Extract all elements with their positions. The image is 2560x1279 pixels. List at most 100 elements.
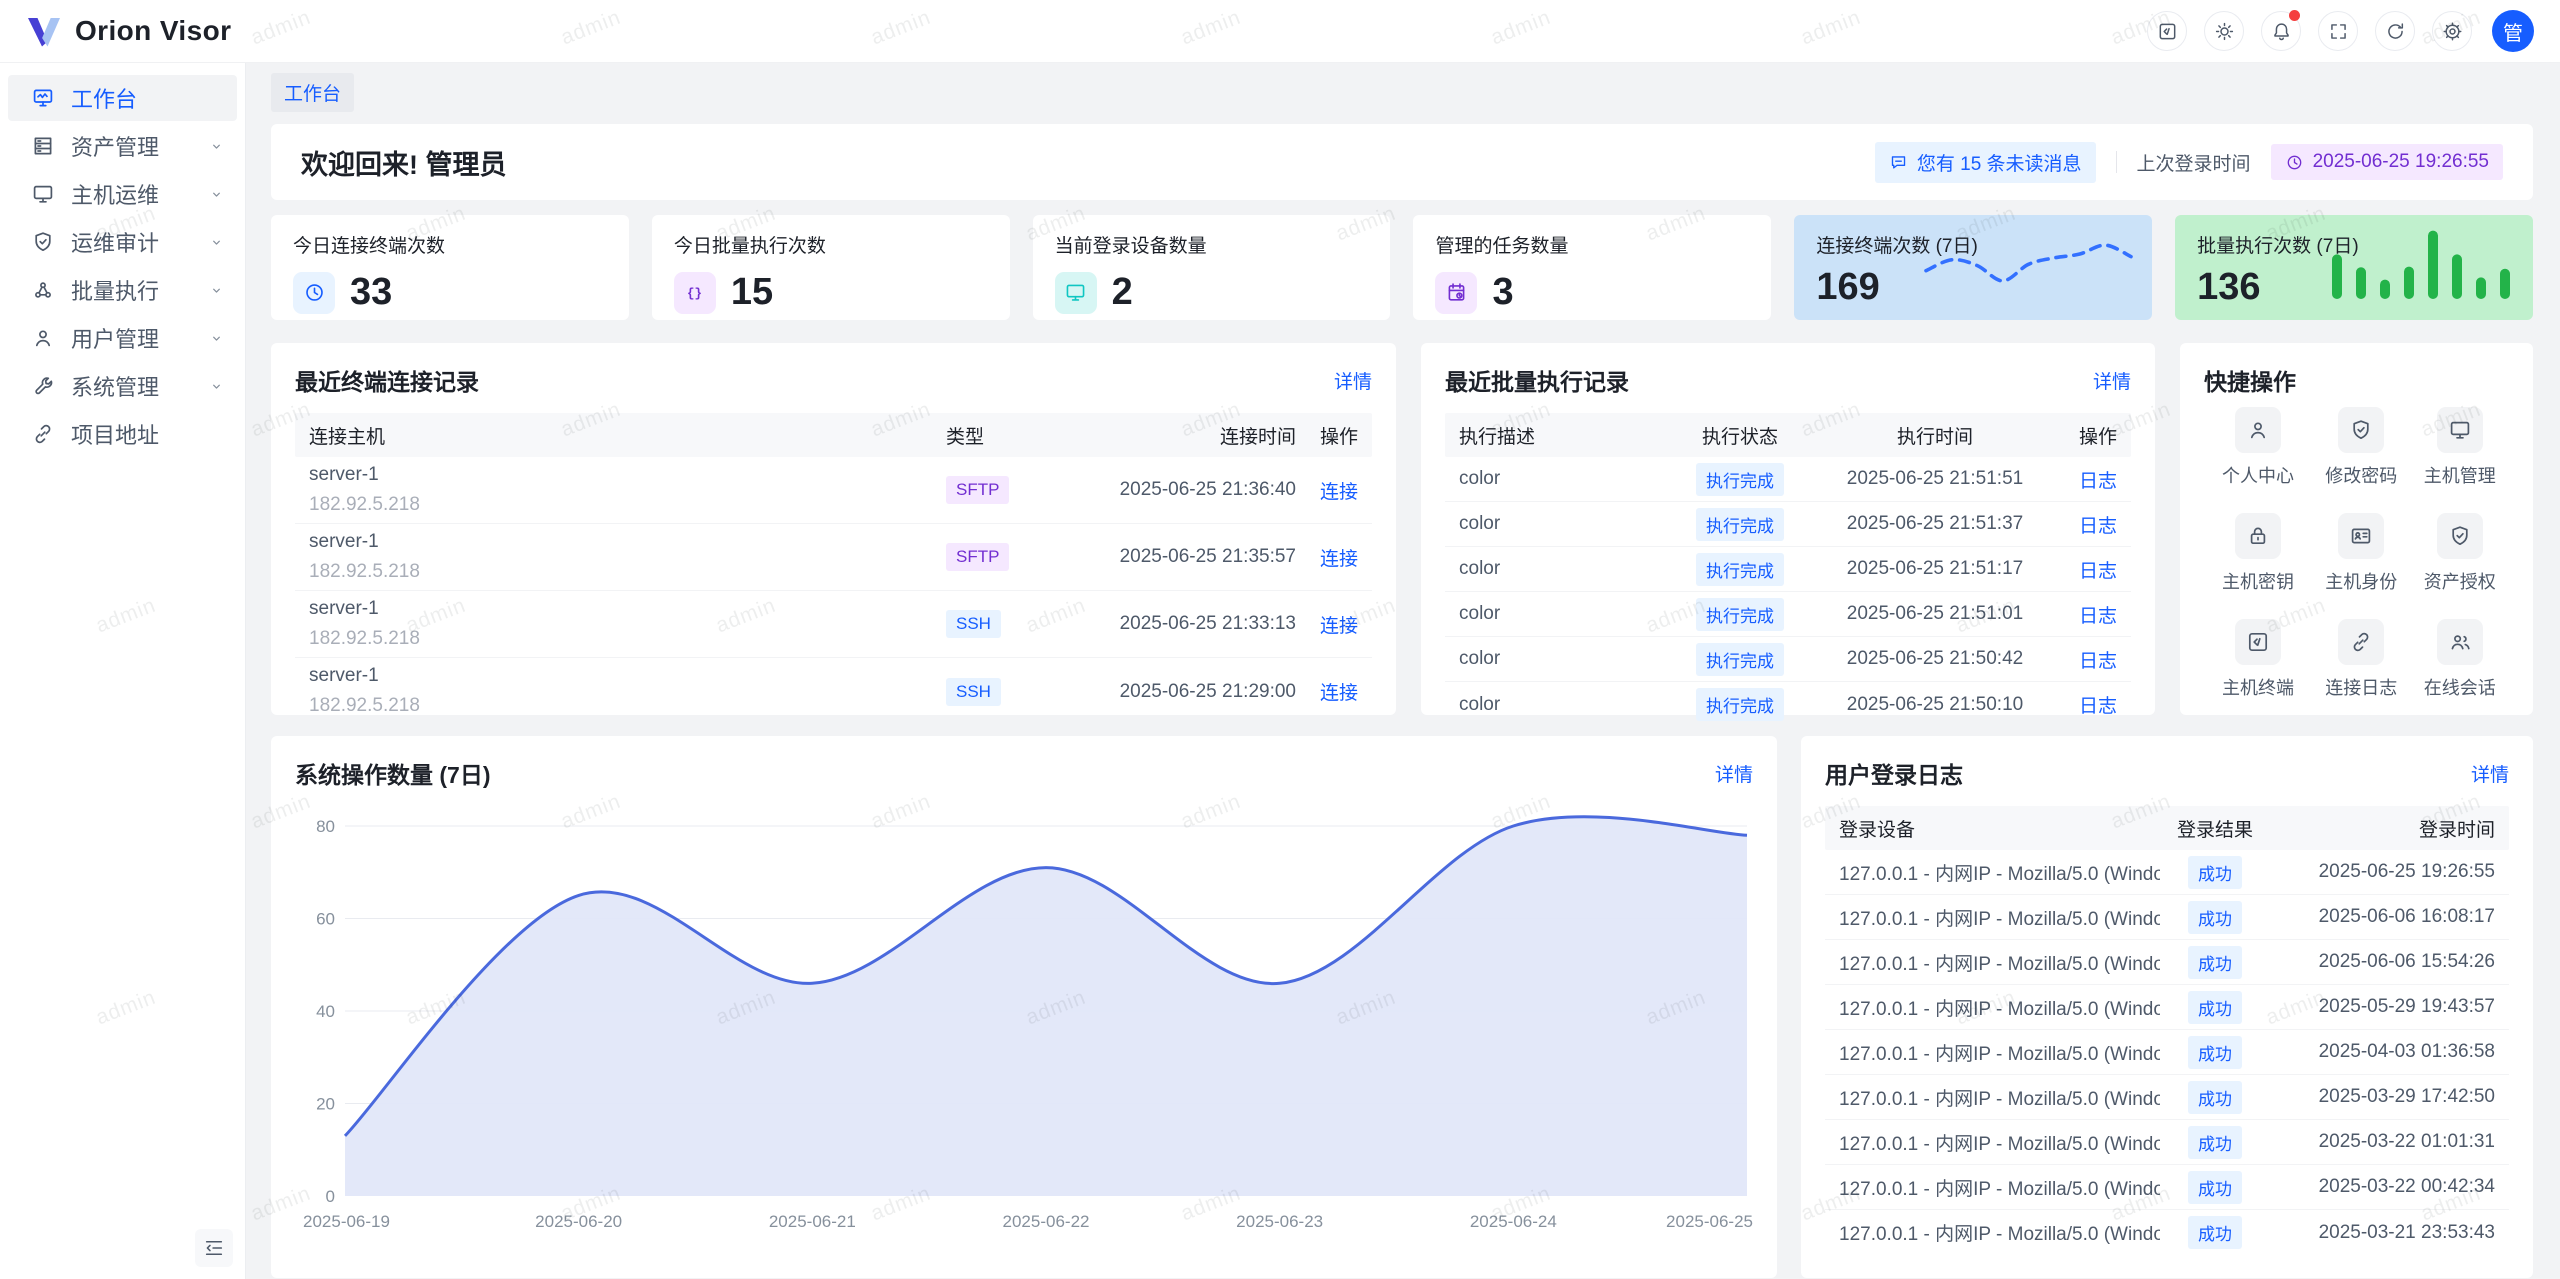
- executions-detail-link[interactable]: 详情: [2093, 367, 2131, 394]
- quick-action-0[interactable]: 个人中心: [2204, 407, 2312, 488]
- panel-title: 系统操作数量 (7日): [295, 756, 491, 790]
- exec-description: color: [1459, 468, 1665, 490]
- table-row: color 执行完成 2025-06-25 21:51:51 日志: [1445, 457, 2131, 502]
- code-button[interactable]: [2147, 11, 2187, 51]
- sidebar-item-2[interactable]: 主机运维: [8, 171, 237, 217]
- fullscreen-button[interactable]: [2318, 11, 2358, 51]
- connect-link[interactable]: 连接: [1320, 482, 1358, 503]
- chevron-down-icon: [208, 330, 225, 347]
- quick-action-7[interactable]: 连接日志: [2312, 619, 2411, 700]
- welcome-banner: 欢迎回来! 管理员 您有 15 条未读消息 上次登录时间 2025-06-25 …: [271, 124, 2533, 200]
- type-badge: SFTP: [946, 543, 1009, 571]
- quick-action-6[interactable]: 主机终端: [2204, 619, 2312, 700]
- quick-action-label: 主机管理: [2424, 462, 2496, 488]
- exec-time: 2025-06-25 21:51:51: [1815, 468, 2055, 490]
- log-link[interactable]: 日志: [2079, 516, 2117, 537]
- table-row: 127.0.0.1 - 内网IP - Mozilla/5.0 (Windows …: [1825, 850, 2509, 895]
- table-row: color执行完成2025-06-25 21:51:17日志: [1445, 547, 2131, 592]
- sidebar-item-0[interactable]: 工作台: [8, 75, 237, 121]
- table-header: 执行描述执行状态执行时间操作: [1445, 413, 2131, 457]
- login-device: 127.0.0.1 - 内网IP - Mozilla/5.0 (Windows …: [1839, 1084, 2160, 1111]
- log-link[interactable]: 日志: [2079, 471, 2117, 492]
- sidebar-item-label: 用户管理: [71, 322, 159, 354]
- link-icon: [2338, 619, 2384, 665]
- quick-action-3[interactable]: 主机密钥: [2204, 513, 2312, 594]
- svg-text:60: 60: [316, 910, 335, 929]
- login-time: 2025-03-21 23:53:43: [2270, 1222, 2495, 1244]
- unread-messages-badge[interactable]: 您有 15 条未读消息: [1875, 142, 2096, 183]
- table-row: 127.0.0.1 - 内网IP - Mozilla/5.0 (Windows …: [1825, 985, 2509, 1030]
- stat-card-value: 15: [731, 271, 773, 314]
- stat-card-1: 今日批量执行次数{}15: [652, 215, 1010, 320]
- id-card-icon: [2338, 513, 2384, 559]
- shield-check-icon: [2437, 513, 2483, 559]
- login-device: 127.0.0.1 - 内网IP - Mozilla/5.0 (Windows …: [1839, 949, 2160, 976]
- bell-button[interactable]: [2261, 11, 2301, 51]
- gear-button[interactable]: [2432, 11, 2472, 51]
- collapse-menu-button[interactable]: [195, 1229, 233, 1267]
- login-result-badge: 成功: [2188, 856, 2242, 889]
- chevron-down-icon: [208, 378, 225, 395]
- dashboard-icon: [31, 86, 55, 110]
- table-row: color执行完成2025-06-25 21:50:42日志: [1445, 637, 2131, 682]
- log-link[interactable]: 日志: [2079, 651, 2117, 672]
- log-link[interactable]: 日志: [2079, 561, 2117, 582]
- main-content: 工作台 欢迎回来! 管理员 您有 15 条未读消息 上次登录时间 2025-06…: [246, 63, 2560, 1279]
- sun-button[interactable]: [2204, 11, 2244, 51]
- login-time: 2025-05-29 19:43:57: [2270, 996, 2495, 1018]
- users-icon: [2437, 619, 2483, 665]
- sidebar: 工作台资产管理主机运维运维审计批量执行用户管理系统管理项目地址: [0, 63, 246, 1279]
- monitor-icon: [31, 182, 55, 206]
- header-actions: 管: [2147, 10, 2560, 52]
- sidebar-item-label: 主机运维: [71, 178, 159, 210]
- panel-title: 快捷操作: [2204, 363, 2296, 397]
- exec-status-badge: 执行完成: [1696, 553, 1784, 586]
- stat-card-4: 连接终端次数 (7日)169: [1794, 215, 2152, 320]
- welcome-title: 欢迎回来! 管理员: [301, 143, 507, 182]
- code-icon: [2235, 619, 2281, 665]
- log-link[interactable]: 日志: [2079, 606, 2117, 627]
- login-result-badge: 成功: [2188, 901, 2242, 934]
- quick-action-5[interactable]: 资产授权: [2411, 513, 2510, 594]
- operations-detail-link[interactable]: 详情: [1715, 760, 1753, 787]
- svg-text:2025-06-21: 2025-06-21: [769, 1212, 856, 1231]
- sidebar-item-label: 项目地址: [71, 418, 159, 450]
- fullscreen-icon: [2328, 21, 2349, 42]
- app-header: Orion Visor 管: [0, 0, 2560, 63]
- quick-action-8[interactable]: 在线会话: [2411, 619, 2510, 700]
- quick-action-label: 主机密钥: [2222, 568, 2294, 594]
- login-logs-detail-link[interactable]: 详情: [2471, 760, 2509, 787]
- quick-action-4[interactable]: 主机身份: [2312, 513, 2411, 594]
- sidebar-item-5[interactable]: 用户管理: [8, 315, 237, 361]
- exec-time: 2025-06-25 21:51:37: [1815, 513, 2055, 535]
- connect-time: 2025-06-25 21:29:00: [1056, 681, 1296, 703]
- exec-status-badge: 执行完成: [1696, 463, 1784, 496]
- panel-title: 最近终端连接记录: [295, 363, 479, 397]
- sidebar-item-7[interactable]: 项目地址: [8, 411, 237, 457]
- message-icon: [1889, 153, 1908, 172]
- refresh-button[interactable]: [2375, 11, 2415, 51]
- login-result-badge: 成功: [2188, 1081, 2242, 1114]
- connections-detail-link[interactable]: 详情: [1334, 367, 1372, 394]
- connect-link[interactable]: 连接: [1320, 549, 1358, 570]
- quick-action-2[interactable]: 主机管理: [2411, 407, 2510, 488]
- quick-action-1[interactable]: 修改密码: [2312, 407, 2411, 488]
- host-name: server-1: [309, 598, 946, 621]
- quick-action-label: 主机终端: [2222, 674, 2294, 700]
- sidebar-item-3[interactable]: 运维审计: [8, 219, 237, 265]
- login-logs-table: 登录设备登录结果登录时间127.0.0.1 - 内网IP - Mozilla/5…: [1825, 806, 2509, 1255]
- login-result-badge: 成功: [2188, 1036, 2242, 1069]
- sidebar-item-4[interactable]: 批量执行: [8, 267, 237, 313]
- quick-action-label: 资产授权: [2424, 568, 2496, 594]
- breadcrumb[interactable]: 工作台: [271, 73, 354, 112]
- connect-time: 2025-06-25 21:35:57: [1056, 546, 1296, 568]
- login-time: 2025-06-06 15:54:26: [2270, 951, 2495, 973]
- log-link[interactable]: 日志: [2079, 696, 2117, 717]
- connect-link[interactable]: 连接: [1320, 616, 1358, 637]
- table-row: 127.0.0.1 - 内网IP - Mozilla/5.0 (Windows …: [1825, 940, 2509, 985]
- sidebar-item-6[interactable]: 系统管理: [8, 363, 237, 409]
- svg-text:2025-06-19: 2025-06-19: [303, 1212, 390, 1231]
- connect-link[interactable]: 连接: [1320, 683, 1358, 704]
- sidebar-item-1[interactable]: 资产管理: [8, 123, 237, 169]
- user-avatar[interactable]: 管: [2492, 10, 2534, 52]
